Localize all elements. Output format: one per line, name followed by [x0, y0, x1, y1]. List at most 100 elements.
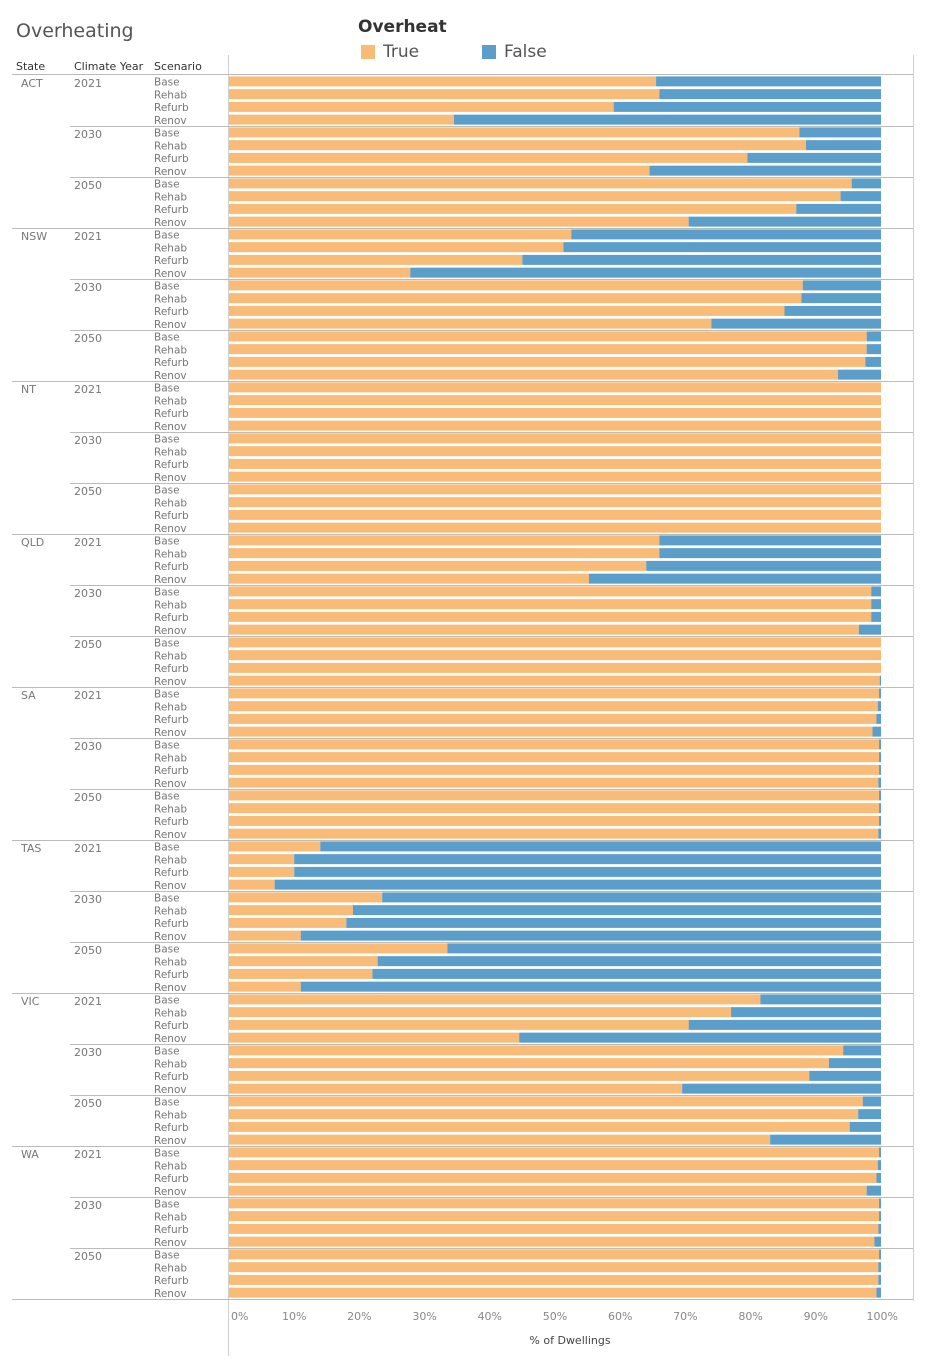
bar-false: [879, 675, 881, 686]
bar-true: [229, 1236, 875, 1247]
scenario-label: Rehab: [154, 1160, 187, 1172]
bar-true: [229, 471, 881, 482]
bar-false: [876, 713, 881, 724]
bar-false: [659, 535, 881, 546]
bar-false: [879, 790, 881, 801]
scenario-label: Renov: [154, 421, 187, 433]
bar-true: [229, 1287, 877, 1298]
bar-true: [229, 739, 880, 750]
scenario-label: Refurb: [154, 1275, 189, 1287]
scenario-label: Base: [154, 587, 180, 599]
bar-false: [879, 752, 881, 763]
scenario-label: Renov: [154, 166, 187, 178]
bar-true: [229, 943, 448, 954]
bar-true: [229, 203, 797, 214]
scenario-label: Base: [154, 689, 180, 701]
year-label: 2030: [74, 587, 102, 600]
bar-false: [879, 815, 881, 826]
legend-title: Overheat: [358, 17, 447, 37]
scenario-label: Renov: [154, 115, 187, 127]
bar-true: [229, 1198, 880, 1209]
bar-false: [571, 229, 881, 240]
bar-false: [877, 701, 881, 712]
state-label-act: ACT: [21, 77, 43, 90]
bar-false: [801, 293, 881, 304]
chart-title: Overheating: [16, 20, 134, 42]
bar-false: [876, 1287, 881, 1298]
bar-true: [229, 344, 867, 355]
bar-false: [858, 1109, 881, 1120]
bar-false: [731, 1007, 881, 1018]
bar-false: [447, 943, 881, 954]
scenario-label: Renov: [154, 472, 187, 484]
state-label-nsw: NSW: [21, 230, 47, 243]
scenario-label: Renov: [154, 574, 187, 586]
bar-false: [879, 1249, 881, 1260]
year-label: 2030: [74, 128, 102, 141]
scenario-label: Base: [154, 893, 180, 905]
scenario-label: Rehab: [154, 905, 187, 917]
scenario-label: Renov: [154, 217, 187, 229]
bar-true: [229, 484, 881, 495]
bar-true: [229, 917, 347, 928]
bar-true: [229, 854, 295, 865]
bar-true: [229, 1121, 850, 1132]
legend-swatch-true[interactable]: [361, 45, 375, 59]
bar-true: [229, 178, 852, 189]
scenario-label: Rehab: [154, 497, 187, 509]
scenario-label: Renov: [154, 1237, 187, 1249]
bar-true: [229, 242, 564, 253]
bar-true: [229, 535, 660, 546]
bar-true: [229, 1096, 863, 1107]
bar-true: [229, 395, 881, 406]
year-label: 2021: [74, 230, 102, 243]
scenario-label: Renov: [154, 625, 187, 637]
state-label-tas: TAS: [20, 842, 41, 855]
scenario-label: Base: [154, 485, 180, 497]
scenario-label: Renov: [154, 778, 187, 790]
scenario-label: Rehab: [154, 956, 187, 968]
bar-true: [229, 509, 881, 520]
scenario-label: Refurb: [154, 1224, 189, 1236]
year-label: 2030: [74, 434, 102, 447]
year-label: 2050: [74, 332, 102, 345]
bar-true: [229, 803, 880, 814]
scenario-label: Refurb: [154, 816, 189, 828]
state-label-vic: VIC: [21, 995, 40, 1008]
bar-false: [656, 76, 881, 87]
scenario-label: Rehab: [154, 1058, 187, 1070]
scenario-label: Refurb: [154, 1122, 189, 1134]
bar-false: [872, 726, 881, 737]
bar-true: [229, 1083, 683, 1094]
bar-true: [229, 675, 880, 686]
bar-false: [806, 140, 881, 151]
bar-false: [784, 305, 881, 316]
bar-false: [711, 318, 881, 329]
bar-false: [874, 1236, 881, 1247]
legend-label-false[interactable]: False: [504, 42, 547, 62]
bar-false: [858, 624, 881, 635]
bar-true: [229, 191, 841, 202]
scenario-label: Base: [154, 332, 180, 344]
legend-swatch-false[interactable]: [482, 45, 496, 59]
bar-false: [410, 267, 881, 278]
bar-false: [649, 165, 881, 176]
bar-false: [877, 1160, 881, 1171]
bar-true: [229, 1249, 880, 1260]
scenario-label: Rehab: [154, 803, 187, 815]
bar-false: [646, 560, 881, 571]
bar-true: [229, 790, 880, 801]
scenario-label: Rehab: [154, 293, 187, 305]
bar-true: [229, 433, 881, 444]
bar-false: [453, 114, 881, 125]
legend-label-true[interactable]: True: [383, 42, 420, 62]
scenario-label: Renov: [154, 1033, 187, 1045]
bar-true: [229, 560, 647, 571]
bar-false: [865, 356, 881, 367]
scenario-label: Refurb: [154, 153, 189, 165]
bar-false: [563, 242, 881, 253]
bar-true: [229, 497, 881, 508]
scenario-label: Refurb: [154, 255, 189, 267]
scenario-label: Rehab: [154, 1211, 187, 1223]
bar-false: [346, 917, 881, 928]
